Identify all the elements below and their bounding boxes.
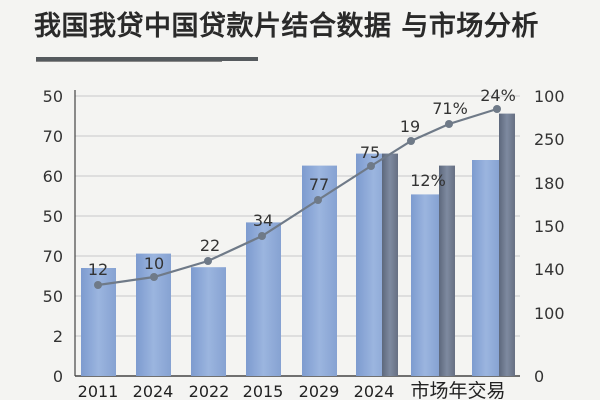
data-label: 12 [88,260,108,279]
line-point [258,232,266,240]
x-tick-label: 2024 [354,382,395,400]
line-point [94,281,102,289]
line-point [445,120,453,128]
right-tick-label: 100 [534,304,565,323]
data-label: 75 [360,143,380,162]
right-tick-label: 0 [534,367,544,386]
line-point [314,196,322,204]
x-tick-label: 2029 [299,382,340,400]
line-point [204,257,212,265]
bar [246,222,281,376]
right-tick-label: 180 [534,174,565,193]
x-tick-label: 2011 [78,382,119,400]
x-tick-label: 2024 [133,382,174,400]
bar [191,267,226,376]
bar-dark [382,153,398,376]
data-label: 71% [432,99,468,118]
left-tick-label: 60 [43,167,63,186]
data-label: 22 [200,236,220,255]
line-point [407,137,415,145]
line-point [150,273,158,281]
right-tick-label: 140 [534,260,565,279]
data-label: 77 [309,175,329,194]
chart-title: 我国我贷中国贷款片结合数据 与市场分析 [34,11,539,42]
x-tick-label: 市场年交易 [410,380,505,400]
left-tick-label: 50 [43,207,63,226]
x-tick-label: 2015 [243,382,284,400]
bar-dark [499,113,515,376]
bars [81,113,515,376]
bar [411,194,439,376]
title-underline [36,57,258,61]
x-tick-label: 2022 [189,382,230,400]
left-tick-label: 70 [43,127,63,146]
right-tick-label: 150 [534,217,565,236]
title-underline-thin [36,61,222,62]
data-label: 12% [410,171,446,190]
data-label: 34 [253,211,273,230]
left-tick-label: 0 [53,367,63,386]
line-point [493,105,501,113]
data-label: 24% [480,86,516,105]
line-point [367,162,375,170]
trend-line [94,105,501,289]
data-label: 19 [400,117,420,136]
axes: 50 70 60 50 70 50 2 0 100 250 180 150 140 100 0 [43,87,565,386]
left-tick-label: 50 [43,87,63,106]
left-tick-label: 50 [43,287,63,306]
data-label: 10 [144,254,164,273]
left-tick-label: 2 [53,327,63,346]
right-tick-label: 100 [534,87,565,106]
left-tick-label: 70 [43,247,63,266]
labels: 12 10 22 34 77 75 19 71% 24% 12% 2011 2024 2022 2015 2… [78,86,516,400]
right-tick-label: 250 [534,130,565,149]
bar [472,160,500,376]
bar-dark [439,165,455,376]
